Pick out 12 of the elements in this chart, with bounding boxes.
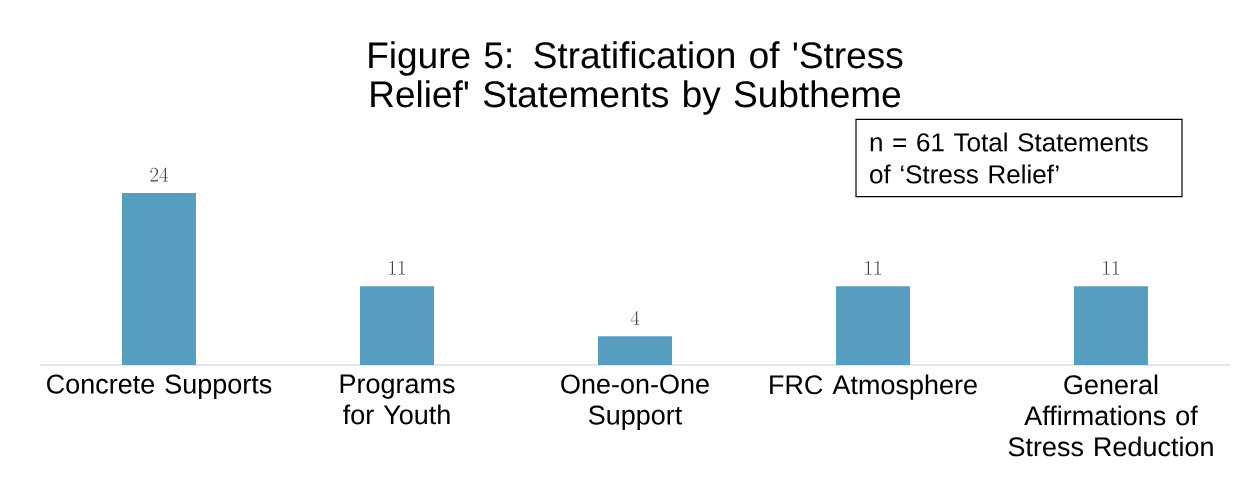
data-label: 11 bbox=[865, 260, 881, 275]
data-label: 11 bbox=[1103, 260, 1119, 275]
data-label: 4 bbox=[630, 310, 640, 325]
chart-title: Figure 5: Stratification of 'Stress Relief' Statements by Subtheme bbox=[369, 41, 903, 115]
x-tick-label: Programs for Youth bbox=[340, 374, 455, 425]
x-tick-label: General Affirmations of Stress Reduction bbox=[1008, 374, 1213, 457]
x-tick-label: One-on-One Support bbox=[561, 374, 709, 430]
x-tick-label: Concrete Supports bbox=[47, 374, 272, 399]
text: n = 61 Total Statements of ‘Stress Relief’ bbox=[870, 132, 1148, 184]
x-tick-label: FRC Atmosphere bbox=[770, 374, 977, 400]
data-label: 11 bbox=[389, 260, 405, 275]
data-label: 24 bbox=[150, 167, 169, 182]
